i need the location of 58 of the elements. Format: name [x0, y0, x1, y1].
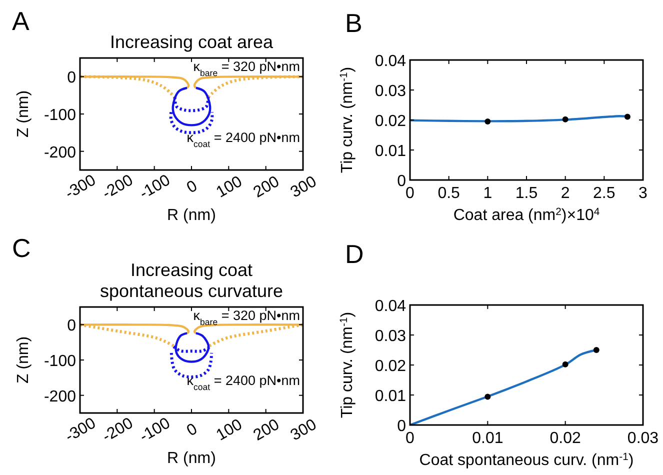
- line-series: [174, 332, 210, 363]
- text: D: [345, 239, 364, 269]
- y-axis-title: Z (nm): [15, 336, 32, 384]
- x-axis-title: R (nm): [167, 207, 216, 224]
- annotation: κ$_{coat}$ = 2400 pN•nm: [186, 373, 300, 392]
- x-tick-label: 0: [184, 420, 200, 440]
- x-tick-label: 3: [638, 185, 648, 202]
- x-tick-label: -300: [62, 172, 99, 203]
- x-tick-label: 200: [250, 416, 282, 444]
- point: [562, 361, 568, 368]
- x-tick-label: 0.02: [550, 430, 582, 447]
- x-tick-label: 100: [214, 416, 246, 444]
- x-tick-label: -200: [100, 172, 136, 203]
- x-tick-label: 100: [214, 173, 246, 202]
- line-series: [170, 351, 214, 378]
- y-tick-label: 0: [67, 318, 76, 335]
- x-tick-label: 2: [560, 185, 570, 202]
- chart-title: Increasing coat spontaneous curvature: [100, 260, 284, 301]
- y-tick-label: -200: [44, 144, 76, 162]
- y-tick-label: 0.04: [374, 53, 406, 70]
- annotation: κ$_{coat}$ = 2400 pN•nm: [186, 130, 300, 149]
- point: [593, 347, 600, 353]
- text: C: [12, 233, 31, 263]
- y-tick-label: 0.01: [374, 388, 406, 405]
- chart-title: Increasing coat area: [110, 32, 274, 52]
- y-tick-label: 0.04: [374, 298, 406, 315]
- y-tick-label: -100: [44, 353, 76, 370]
- x-tick-label: 300: [288, 416, 320, 444]
- y-tick-label: 0.03: [374, 83, 406, 100]
- y-tick-label: -100: [44, 107, 76, 124]
- point: [484, 394, 491, 400]
- x-tick-label: 300: [288, 173, 320, 202]
- text: B: [345, 8, 362, 38]
- x-tick-label: -100: [136, 172, 174, 203]
- y-tick-label: 0.01: [374, 143, 406, 160]
- x-tick-label: -300: [62, 414, 99, 446]
- y-tick-label: 0.03: [374, 328, 406, 345]
- x-tick-label: 0.5: [438, 185, 460, 202]
- text: A: [12, 6, 30, 36]
- y-tick-label: 0.02: [374, 113, 406, 130]
- x-tick-label: -200: [100, 414, 136, 446]
- x-tick-label: 0.03: [627, 430, 659, 447]
- x-tick-label: 0.01: [472, 430, 504, 447]
- y-tick-label: 0: [67, 70, 76, 87]
- x-tick-label: -100: [136, 414, 174, 446]
- x-tick-label: 2.5: [593, 185, 616, 202]
- y-tick-label: -200: [44, 388, 76, 406]
- x-tick-label: 1: [483, 185, 492, 202]
- x-tick-label: 1.5: [515, 185, 538, 202]
- x-axis-title: Coat spontaneous curv. (nm$^{-1}$): [419, 452, 634, 469]
- annotation: κ$_{bare}$ = 320 pN•nm: [193, 59, 300, 78]
- x-tick-label: 200: [250, 173, 282, 202]
- y-axis-title: Z (nm): [15, 90, 32, 138]
- y-tick-label: 0.02: [374, 358, 406, 375]
- x-axis-title: R (nm): [167, 450, 216, 467]
- annotation: κ$_{bare}$ = 320 pN•nm: [193, 308, 300, 327]
- x-axis-title: Coat area (nm$^{2}$)×10$^{4}$: [453, 206, 600, 224]
- x-tick-label: 0: [184, 178, 200, 197]
